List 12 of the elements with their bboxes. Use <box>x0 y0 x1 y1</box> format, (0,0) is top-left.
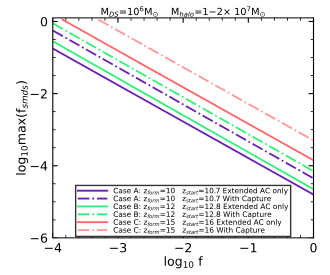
x-axis-title: log$_{10}$ f <box>164 256 203 268</box>
x-tick-label: −4 <box>44 243 62 252</box>
y-tick-label: −2 <box>30 89 47 98</box>
x-tick-label: −2 <box>175 242 192 252</box>
y-tick-label: 0 <box>40 16 48 26</box>
x-tick-label: 0 <box>310 242 317 252</box>
y-axis-title: log$_{10}$max(f$_{smds}$) <box>16 81 28 175</box>
y-tick-label: −6 <box>30 233 48 243</box>
chart-title: M$_{DS}$=10$^{6}$M$_{⊙}$ M$_{halo}$=1−2× 10$^{7}$M$_{⊙}$ <box>102 6 265 17</box>
x-tick-label: −1 <box>240 243 256 252</box>
y-tick-label: −4 <box>30 161 48 170</box>
x-tick-label: −3 <box>110 242 126 252</box>
